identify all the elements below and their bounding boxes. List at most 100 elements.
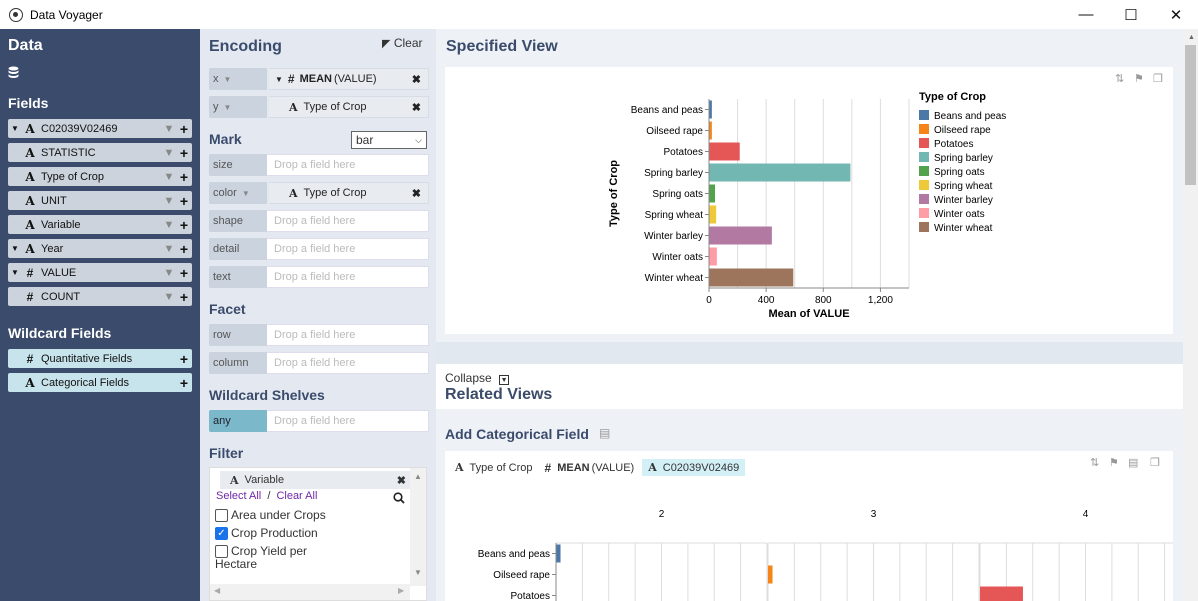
color-field-pill[interactable]: A Type of Crop ✖ — [269, 182, 429, 204]
column-drop-zone[interactable]: Drop a field here — [267, 352, 429, 374]
copy-icon[interactable]: ❐ — [1150, 457, 1160, 469]
field-pill[interactable]: ▼ # VALUE ▼ + — [8, 263, 192, 282]
shape-drop-zone[interactable]: Drop a field here — [267, 210, 429, 232]
checkbox[interactable] — [215, 509, 228, 522]
add-field-icon[interactable]: + — [179, 144, 189, 161]
detail-drop-zone[interactable]: Drop a field here — [267, 238, 429, 260]
remove-color-icon[interactable]: ✖ — [411, 187, 421, 200]
filter-field-pill[interactable]: A Variable ✖ — [220, 471, 410, 489]
field-pill[interactable]: # COUNT ▼ + — [8, 287, 192, 306]
wildcard-pill[interactable]: A Categorical Fields + — [8, 373, 192, 392]
filter-hscrollbar[interactable]: ◀ ▶ — [210, 584, 410, 600]
add-field-icon[interactable]: + — [179, 350, 189, 367]
filter-option[interactable]: ✓ Crop Production — [215, 527, 405, 540]
field-pill[interactable]: ▼ A Year ▼ + — [8, 239, 192, 258]
bookmark-icon[interactable]: ⚑ — [1109, 457, 1119, 469]
remove-y-icon[interactable]: ✖ — [411, 101, 421, 114]
shelf-color[interactable]: color ▼ A Type of Crop ✖ — [209, 182, 429, 204]
shelf-x[interactable]: x ▼ ▼ # MEAN (VALUE) ✖ — [209, 68, 429, 90]
field-pill[interactable]: A UNIT ▼ + — [8, 191, 192, 210]
facet-header: 2 — [659, 509, 665, 520]
add-field-icon[interactable]: + — [179, 120, 189, 137]
maximize-button[interactable]: ☐ — [1124, 6, 1138, 24]
field-pill[interactable]: A Type of Crop ▼ + — [8, 167, 192, 186]
any-drop-zone[interactable]: Drop a field here — [267, 410, 429, 432]
filter-icon[interactable]: ▼ — [163, 242, 175, 255]
shelf-size[interactable]: size Drop a field here — [209, 154, 429, 176]
field-pill[interactable]: A STATISTIC ▼ + — [8, 143, 192, 162]
remove-filter-icon[interactable]: ✖ — [396, 474, 406, 487]
shelf-text[interactable]: text Drop a field here — [209, 266, 429, 288]
scroll-thumb[interactable] — [1185, 45, 1196, 185]
filter-icon[interactable]: ▼ — [163, 194, 175, 207]
filter-actions: Select All / Clear All — [216, 490, 317, 502]
caret-down-icon[interactable]: ▼ — [11, 268, 19, 277]
scroll-up-icon[interactable]: ▲ — [1188, 34, 1195, 41]
field-pill[interactable]: ▼ A C02039V02469 ▼ + — [8, 119, 192, 138]
chevron-down-icon[interactable]: ▼ — [241, 188, 250, 198]
copy-icon[interactable]: ❐ — [1153, 73, 1163, 85]
filter-option[interactable]: Crop Yield per Hectare — [215, 545, 405, 571]
shelf-column[interactable]: column Drop a field here — [209, 352, 429, 374]
collapse-icon[interactable]: ▼ — [499, 375, 510, 385]
add-field-icon[interactable]: + — [179, 216, 189, 233]
text-drop-zone[interactable]: Drop a field here — [267, 266, 429, 288]
add-field-icon[interactable]: + — [179, 264, 189, 281]
filter-separator: / — [267, 490, 271, 502]
sort-icon[interactable]: ⇅ — [1115, 73, 1125, 85]
add-field-icon[interactable]: + — [179, 374, 189, 391]
add-field-icon[interactable]: + — [179, 192, 189, 209]
sort-icon[interactable]: ⇅ — [1090, 457, 1100, 469]
close-window-button[interactable]: ✕ — [1169, 6, 1183, 24]
list-icon[interactable]: ▤ — [599, 426, 611, 440]
minimize-button[interactable]: — — [1078, 6, 1094, 23]
chip-wildcard-field[interactable]: A C02039V02469 — [642, 459, 746, 476]
x-field-pill[interactable]: ▼ # MEAN (VALUE) ✖ — [269, 68, 429, 90]
caret-down-icon[interactable]: ▼ — [11, 244, 19, 253]
scroll-right-icon[interactable]: ▶ — [398, 586, 405, 595]
filter-icon[interactable]: ▼ — [163, 290, 175, 303]
filter-icon[interactable]: ▼ — [163, 122, 175, 135]
field-pill[interactable]: A Variable ▼ + — [8, 215, 192, 234]
add-field-icon[interactable]: + — [179, 168, 189, 185]
filter-icon[interactable]: ▼ — [163, 146, 175, 159]
shelf-detail[interactable]: detail Drop a field here — [209, 238, 429, 260]
shelf-y[interactable]: y ▼ A Type of Crop ✖ — [209, 96, 429, 118]
clear-button[interactable]: ◤ Clear — [382, 36, 423, 50]
select-all-link[interactable]: Select All — [216, 490, 262, 502]
chevron-down-icon[interactable]: ⌵ — [415, 134, 422, 145]
filter-option[interactable]: Area under Crops — [215, 509, 405, 522]
shelf-row[interactable]: row Drop a field here — [209, 324, 429, 346]
shelf-shape[interactable]: shape Drop a field here — [209, 210, 429, 232]
scroll-left-icon[interactable]: ◀ — [214, 586, 221, 595]
filter-scrollbar[interactable]: ▲ ▼ — [410, 468, 426, 586]
filter-icon[interactable]: ▼ — [163, 170, 175, 183]
add-field-icon[interactable]: + — [179, 240, 189, 257]
checkbox-checked[interactable]: ✓ — [215, 527, 228, 540]
eraser-icon: ◤ — [382, 38, 391, 50]
chevron-down-icon[interactable]: ▼ — [223, 74, 232, 84]
filter-icon[interactable]: ▼ — [163, 218, 175, 231]
checkbox[interactable] — [215, 545, 228, 558]
y-field-pill[interactable]: A Type of Crop ✖ — [269, 96, 429, 118]
database-icon[interactable] — [8, 66, 19, 79]
scroll-down-icon[interactable]: ▼ — [414, 568, 422, 577]
remove-x-icon[interactable]: ✖ — [411, 73, 421, 86]
filter-icon[interactable]: ▼ — [163, 266, 175, 279]
shelf-any[interactable]: any Drop a field here — [209, 410, 429, 432]
search-icon[interactable] — [393, 492, 405, 504]
row-drop-zone[interactable]: Drop a field here — [267, 324, 429, 346]
caret-down-icon[interactable]: ▼ — [275, 74, 283, 84]
mark-select[interactable]: bar ⌵ — [351, 131, 427, 149]
main-scrollbar[interactable]: ▲ — [1183, 29, 1198, 601]
clear-all-link[interactable]: Clear All — [276, 490, 318, 502]
list-icon[interactable]: ▤ — [1128, 457, 1139, 469]
chevron-down-icon[interactable]: ▼ — [223, 102, 232, 112]
caret-down-icon[interactable]: ▼ — [11, 124, 19, 133]
size-drop-zone[interactable]: Drop a field here — [267, 154, 429, 176]
collapse-toggle[interactable]: Collapse ▼ — [445, 371, 510, 385]
wildcard-pill[interactable]: # Quantitative Fields + — [8, 349, 192, 368]
bookmark-icon[interactable]: ⚑ — [1134, 73, 1144, 85]
scroll-up-icon[interactable]: ▲ — [414, 472, 422, 481]
add-field-icon[interactable]: + — [179, 288, 189, 305]
